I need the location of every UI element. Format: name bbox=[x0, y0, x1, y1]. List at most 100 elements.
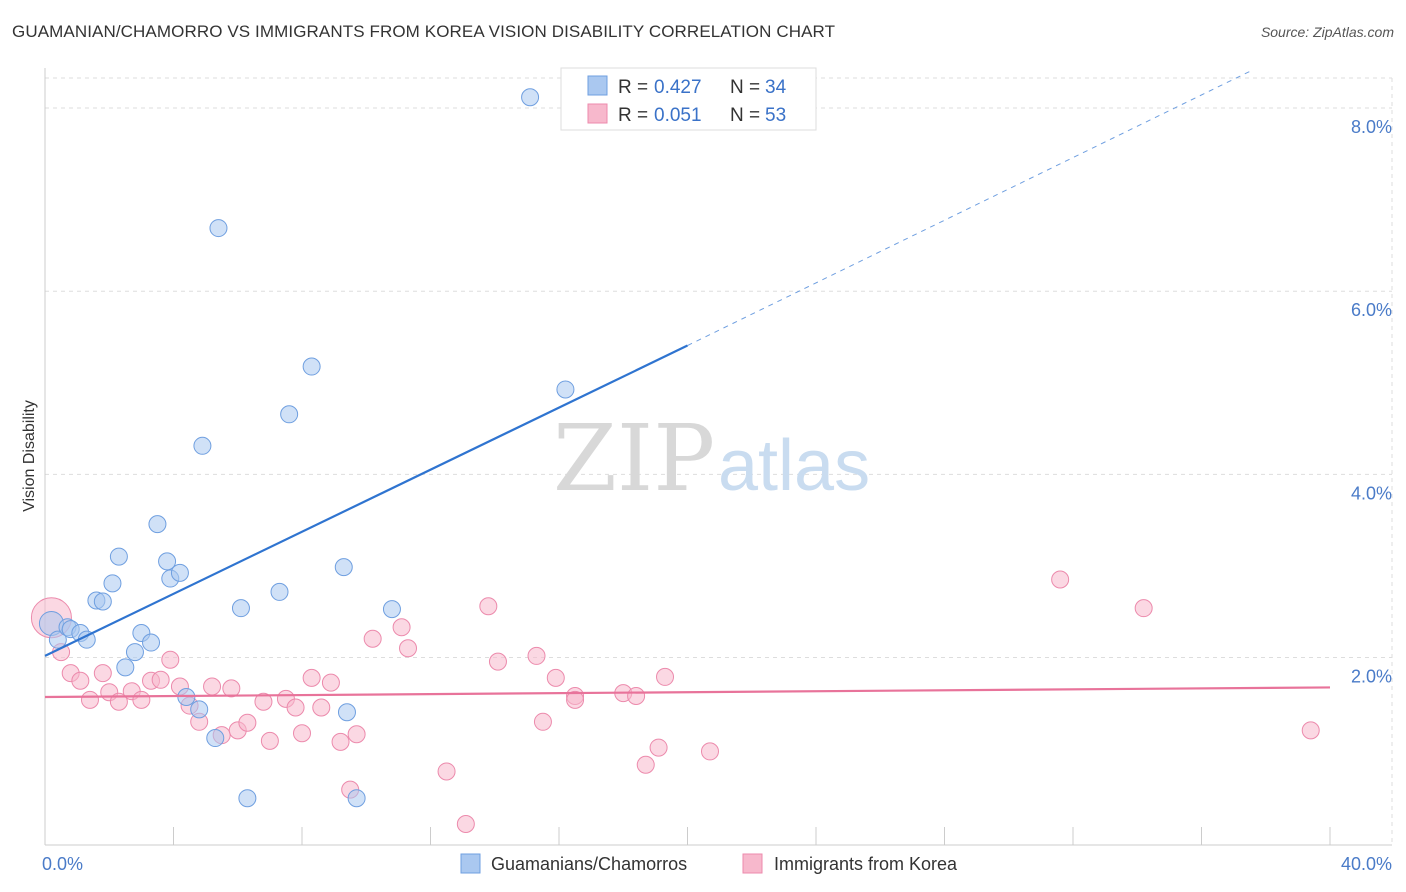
data-point-guamanian bbox=[170, 563, 189, 582]
legend-r-value: 0.427 bbox=[654, 77, 702, 98]
data-point-korea bbox=[151, 670, 170, 689]
data-point-korea bbox=[302, 668, 321, 687]
watermark: ZIP atlas bbox=[553, 405, 870, 512]
data-point-guamanian bbox=[109, 547, 128, 566]
data-point-korea bbox=[132, 690, 151, 709]
data-point-korea bbox=[399, 639, 418, 658]
legend-n-value: 34 bbox=[765, 77, 787, 98]
data-point-korea bbox=[1134, 599, 1153, 618]
legend-r-value: 0.051 bbox=[654, 105, 702, 126]
data-point-guamanian bbox=[190, 700, 209, 719]
x-tick-label: 0.0% bbox=[42, 854, 83, 874]
axes bbox=[44, 68, 1392, 846]
data-point-guamanian bbox=[125, 643, 144, 662]
data-point-korea bbox=[331, 732, 350, 751]
data-point-guamanian bbox=[556, 380, 575, 399]
legend-swatch-pink bbox=[587, 103, 608, 124]
bottom-legend-label: Immigrants from Korea bbox=[774, 854, 958, 874]
data-point-korea bbox=[321, 673, 340, 692]
series-korea-points bbox=[30, 570, 1320, 833]
data-point-korea bbox=[700, 742, 719, 761]
data-point-korea bbox=[479, 597, 498, 616]
data-point-korea bbox=[656, 667, 675, 686]
data-point-korea bbox=[293, 724, 311, 743]
data-point-korea bbox=[636, 755, 655, 774]
data-point-guamanian bbox=[231, 599, 250, 618]
data-point-korea bbox=[546, 668, 565, 687]
trend-line-korea bbox=[44, 686, 1331, 699]
data-point-korea bbox=[238, 713, 257, 732]
data-point-guamanian bbox=[302, 357, 321, 376]
source-label: Source: ZipAtlas.com bbox=[1260, 24, 1394, 40]
data-point-guamanian bbox=[382, 600, 401, 619]
data-point-korea bbox=[347, 725, 366, 744]
trend-line-guamanian-extension bbox=[687, 71, 1250, 346]
bottom-legend-swatch-blue bbox=[460, 853, 481, 874]
x-tick-label: 40.0% bbox=[1341, 854, 1392, 874]
data-point-korea bbox=[203, 677, 222, 696]
data-point-guamanian bbox=[142, 633, 161, 652]
data-point-korea bbox=[456, 814, 475, 833]
bottom-legend-swatch-pink bbox=[742, 853, 763, 874]
watermark-zip: ZIP bbox=[553, 405, 715, 512]
data-point-korea bbox=[71, 671, 90, 690]
data-point-guamanian bbox=[347, 789, 366, 808]
data-point-korea bbox=[363, 629, 382, 648]
data-point-korea bbox=[1051, 570, 1070, 589]
data-point-korea bbox=[1301, 721, 1320, 740]
data-point-guamanian bbox=[209, 219, 228, 238]
data-point-guamanian bbox=[116, 658, 135, 677]
bottom-legend: Guamanians/Chamorros Immigrants from Kor… bbox=[460, 853, 958, 874]
data-point-korea bbox=[286, 698, 305, 717]
data-point-korea bbox=[527, 646, 546, 665]
legend-n-label: N = bbox=[730, 77, 760, 98]
data-point-korea bbox=[627, 687, 646, 706]
trend-lines bbox=[44, 71, 1331, 699]
legend-n-value: 53 bbox=[765, 105, 786, 126]
chart-title: GUAMANIAN/CHAMORRO VS IMMIGRANTS FROM KO… bbox=[12, 22, 836, 41]
data-point-korea bbox=[93, 664, 112, 683]
legend-n-label: N = bbox=[730, 105, 760, 126]
y-tick-label: 4.0% bbox=[1351, 483, 1392, 503]
x-tick-labels: 0.0% 40.0% bbox=[42, 854, 1392, 874]
data-point-guamanian bbox=[48, 630, 67, 649]
legend-r-label: R = bbox=[618, 105, 648, 126]
data-point-guamanian bbox=[521, 88, 540, 107]
y-tick-labels: 2.0% 4.0% 6.0% 8.0% bbox=[1351, 117, 1392, 687]
data-point-korea bbox=[161, 650, 180, 669]
data-point-korea bbox=[80, 690, 99, 709]
legend: R = 0.427 N = 34 R = 0.051 N = 53 bbox=[560, 67, 817, 131]
data-point-korea bbox=[437, 762, 456, 781]
watermark-atlas: atlas bbox=[718, 426, 870, 506]
data-point-guamanian bbox=[158, 552, 177, 571]
data-point-guamanian bbox=[93, 592, 112, 611]
data-point-korea bbox=[533, 712, 552, 731]
data-point-korea bbox=[222, 679, 241, 698]
y-tick-label: 6.0% bbox=[1351, 300, 1392, 320]
data-point-korea bbox=[566, 690, 585, 709]
series-guamanian-points bbox=[38, 88, 575, 808]
data-point-guamanian bbox=[270, 582, 289, 601]
data-point-korea bbox=[254, 692, 273, 711]
data-point-korea bbox=[488, 652, 507, 671]
legend-swatch-blue bbox=[587, 75, 608, 96]
y-tick-label: 8.0% bbox=[1351, 117, 1392, 137]
data-point-guamanian bbox=[337, 703, 356, 722]
data-point-guamanian bbox=[206, 729, 225, 748]
legend-r-label: R = bbox=[618, 77, 648, 98]
data-point-guamanian bbox=[193, 436, 212, 455]
data-point-korea bbox=[260, 731, 279, 750]
data-point-guamanian bbox=[238, 789, 257, 808]
trend-line-guamanian bbox=[44, 344, 688, 657]
data-point-korea bbox=[312, 698, 331, 717]
data-point-guamanian bbox=[103, 574, 122, 593]
y-axis-label: Vision Disability bbox=[21, 400, 38, 512]
bottom-legend-label: Guamanians/Chamorros bbox=[491, 854, 687, 874]
data-point-korea bbox=[392, 618, 411, 637]
y-tick-label: 2.0% bbox=[1351, 667, 1392, 687]
data-point-guamanian bbox=[334, 558, 353, 577]
data-point-guamanian bbox=[148, 515, 167, 534]
data-point-korea bbox=[649, 738, 668, 757]
data-point-guamanian bbox=[280, 405, 299, 424]
